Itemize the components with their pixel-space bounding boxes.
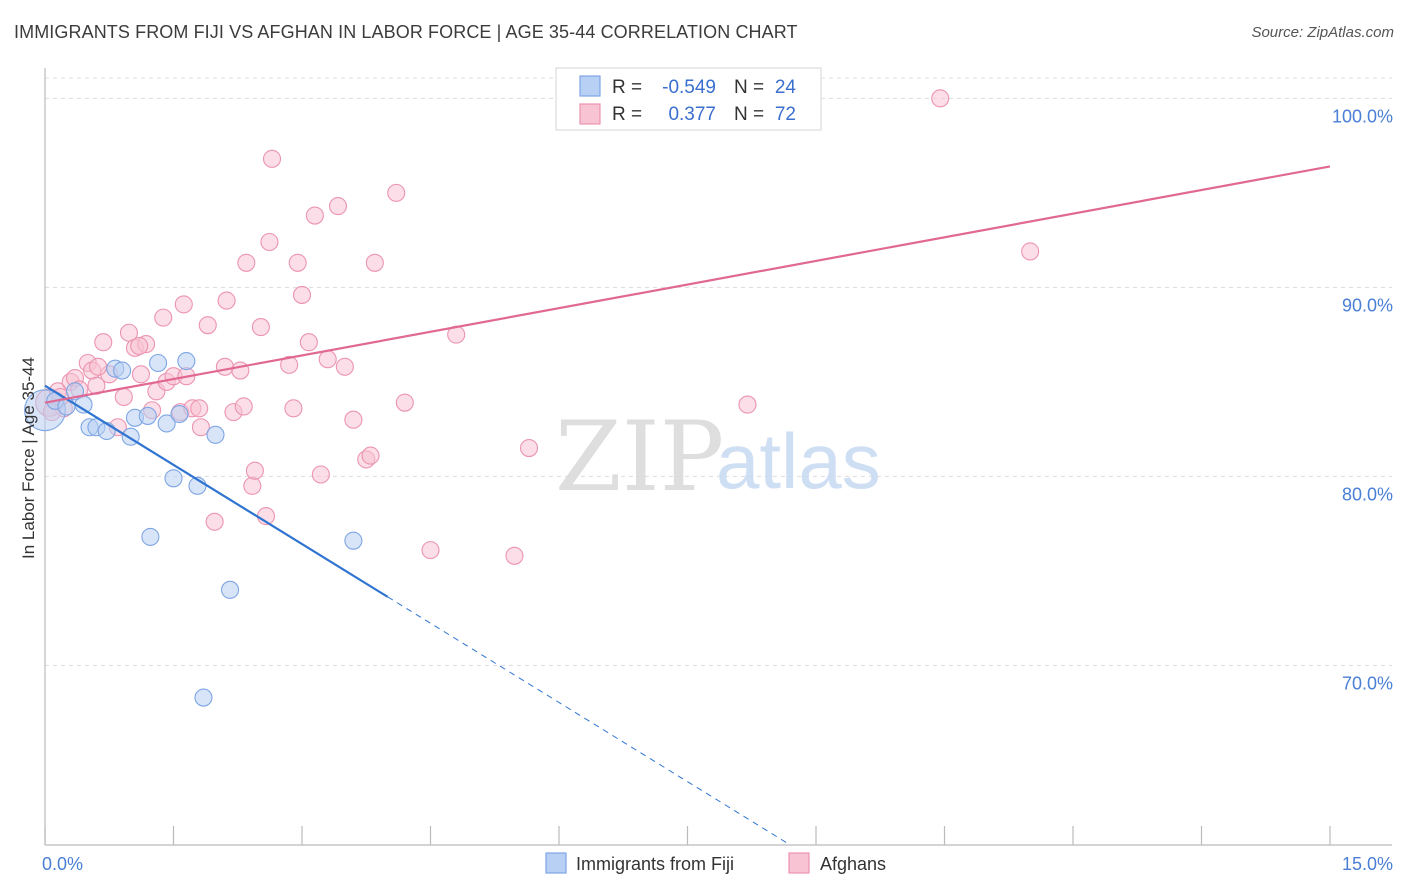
- point-afghan-38: [251, 318, 270, 337]
- point-afghan-58: [421, 541, 440, 560]
- point-fiji-23: [344, 531, 363, 550]
- point-afghan-47: [305, 206, 324, 225]
- x-tick-label-1: 15.0%: [1342, 854, 1393, 874]
- point-afghan-23: [174, 295, 193, 314]
- stats-n-label-afghan: N =: [734, 104, 764, 125]
- chart-title: IMMIGRANTS FROM FIJI VS AFGHAN IN LABOR …: [14, 22, 798, 42]
- point-afghan-67: [1021, 242, 1040, 261]
- trend-layer: [44, 165, 1331, 846]
- point-afghan-31: [217, 291, 236, 310]
- point-fiji-17: [177, 352, 196, 371]
- watermark-zip: ZIP: [555, 401, 724, 513]
- point-afghan-30: [215, 357, 234, 376]
- point-afghan-29: [205, 512, 224, 531]
- trendline-afghan: [44, 165, 1331, 404]
- point-afghan-60: [505, 546, 524, 565]
- point-fiji-15: [164, 469, 183, 488]
- point-fiji-16: [170, 404, 189, 424]
- point-fiji-14: [157, 414, 176, 433]
- point-afghan-61: [519, 438, 539, 458]
- point-afghan-56: [387, 183, 406, 202]
- point-afghan-34: [234, 397, 253, 416]
- ticks-layer: 70.0% 80.0% 90.0% 100.0% 0.0% 15.0%: [42, 106, 1393, 874]
- point-afghan-15: [131, 365, 150, 384]
- point-afghan-55: [365, 253, 384, 272]
- x-tick-label-0: 0.0%: [42, 854, 83, 874]
- point-afghan-66: [931, 89, 950, 108]
- y-tick-label-3: 100.0%: [1332, 106, 1393, 126]
- stats-swatch-fiji: [579, 75, 601, 97]
- y-tick-label-0: 70.0%: [1342, 673, 1393, 693]
- legend-label-fiji: Immigrants from Fiji: [576, 854, 734, 874]
- point-afghan-41: [262, 149, 282, 168]
- watermark-atlas: atlas: [716, 417, 881, 505]
- points-layer: [24, 89, 1040, 707]
- stats-n-label-fiji: N =: [734, 77, 764, 98]
- stats-r-value-fiji: -0.549: [662, 77, 716, 98]
- point-afghan-42: [280, 355, 299, 374]
- point-afghan-49: [318, 350, 337, 369]
- point-fiji-20: [220, 580, 240, 599]
- point-fiji-21: [194, 688, 213, 707]
- point-afghan-19: [154, 308, 173, 327]
- point-fiji-7: [97, 421, 116, 441]
- legend-swatch-afghan: [788, 852, 810, 874]
- point-afghan-36: [243, 476, 262, 495]
- point-afghan-40: [260, 232, 279, 252]
- point-afghan-70: [89, 357, 108, 376]
- point-afghan-57: [395, 393, 414, 412]
- stats-r-label-afghan: R =: [612, 104, 642, 125]
- point-afghan-65: [738, 395, 757, 414]
- point-afghan-35: [237, 253, 256, 272]
- watermark: ZIP atlas: [555, 401, 881, 513]
- trendline-fiji: [44, 384, 389, 598]
- legend-label-afghan: Afghans: [820, 854, 886, 874]
- point-afghan-54: [361, 446, 380, 465]
- trendline-fiji-extension: [387, 596, 791, 846]
- point-afghan-50: [328, 197, 348, 216]
- point-afghan-37: [245, 461, 264, 480]
- point-afghan-51: [335, 357, 354, 376]
- point-afghan-27: [191, 418, 210, 437]
- legend: Immigrants from Fiji Afghans: [545, 852, 886, 874]
- point-afghan-43: [284, 399, 303, 418]
- point-afghan-52: [344, 410, 363, 429]
- axes-layer: [44, 68, 1392, 846]
- point-afghan-26: [190, 399, 209, 418]
- point-afghan-48: [311, 465, 330, 484]
- stats-box: R = -0.549 N = 24 R = 0.377 N = 72: [555, 67, 822, 131]
- y-tick-label-2: 90.0%: [1342, 295, 1393, 315]
- stats-swatch-afghan: [579, 103, 601, 125]
- point-afghan-44: [288, 253, 307, 272]
- stats-r-label-fiji: R =: [612, 77, 642, 98]
- stats-r-value-afghan: 0.377: [668, 104, 716, 125]
- point-fiji-12: [138, 406, 157, 425]
- y-tick-label-1: 80.0%: [1342, 484, 1393, 504]
- source-credit: Source: ZipAtlas.com: [1251, 24, 1394, 41]
- stats-n-value-fiji: 24: [775, 77, 797, 98]
- point-fiji-22: [141, 527, 160, 546]
- point-afghan-45: [292, 285, 312, 304]
- legend-swatch-fiji: [545, 852, 567, 874]
- point-afghan-46: [299, 333, 318, 352]
- point-fiji-9: [113, 361, 132, 380]
- point-fiji-19: [206, 425, 225, 444]
- y-axis-label: In Labor Force | Age 35-44: [19, 357, 38, 559]
- point-fiji-13: [149, 353, 168, 373]
- point-afghan-9: [94, 333, 113, 352]
- point-afghan-28: [198, 316, 217, 335]
- stats-n-value-afghan: 72: [775, 104, 796, 125]
- point-afghan-12: [114, 387, 133, 407]
- point-afghan-71: [130, 336, 149, 356]
